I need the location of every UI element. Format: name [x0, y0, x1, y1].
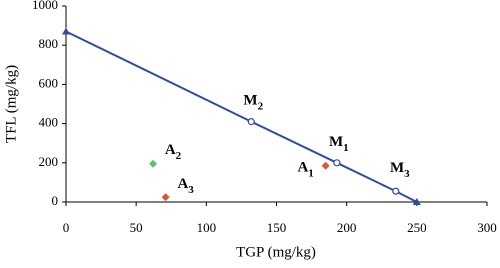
- point-label: A1: [297, 160, 313, 179]
- x-tick-label: 200: [337, 220, 357, 235]
- y-tick-label: 600: [39, 75, 59, 90]
- x-tick-label: 150: [267, 220, 287, 235]
- line-marker: [412, 198, 421, 205]
- point-label: M2: [243, 93, 263, 112]
- label-text: A: [165, 142, 176, 158]
- point-label: A2: [165, 142, 182, 161]
- y-tick-label: 0: [52, 193, 59, 208]
- x-tick-label: 100: [197, 220, 217, 235]
- label-text: M: [390, 161, 404, 177]
- line: [65, 30, 418, 203]
- y-tick-label: 400: [39, 115, 59, 130]
- x-tick-label: 50: [130, 220, 143, 235]
- point-label: M3: [390, 161, 410, 180]
- sample-point: [149, 159, 158, 168]
- sample-point: [321, 161, 330, 170]
- label-text: A: [177, 177, 188, 193]
- sample-point: [161, 193, 170, 202]
- label-text: M: [329, 134, 343, 150]
- label-sub: 3: [188, 184, 194, 196]
- x-tick-label: 250: [407, 220, 427, 235]
- label-sub: 1: [308, 167, 314, 179]
- label-sub: 1: [343, 141, 349, 153]
- line-marker: [247, 118, 255, 126]
- y-tick-label: 1000: [32, 0, 58, 12]
- point-label: M1: [329, 134, 349, 153]
- label-sub: 2: [176, 149, 182, 161]
- label-sub: 3: [404, 168, 410, 180]
- line-marker: [392, 187, 400, 195]
- label-text: M: [243, 93, 257, 109]
- x-tick-label: 300: [477, 220, 497, 235]
- label-text: A: [297, 160, 308, 176]
- y-tick-label: 800: [39, 36, 59, 51]
- label-sub: 2: [258, 100, 264, 112]
- y-axis-label: TFL (mg/kg): [3, 65, 19, 143]
- x-axis-label: TGP (mg/kg): [236, 244, 316, 260]
- x-tick-label: 0: [63, 220, 70, 235]
- line-marker: [62, 27, 70, 35]
- point-label: A3: [177, 177, 194, 196]
- y-tick-label: 200: [39, 154, 59, 169]
- line-marker: [333, 159, 341, 167]
